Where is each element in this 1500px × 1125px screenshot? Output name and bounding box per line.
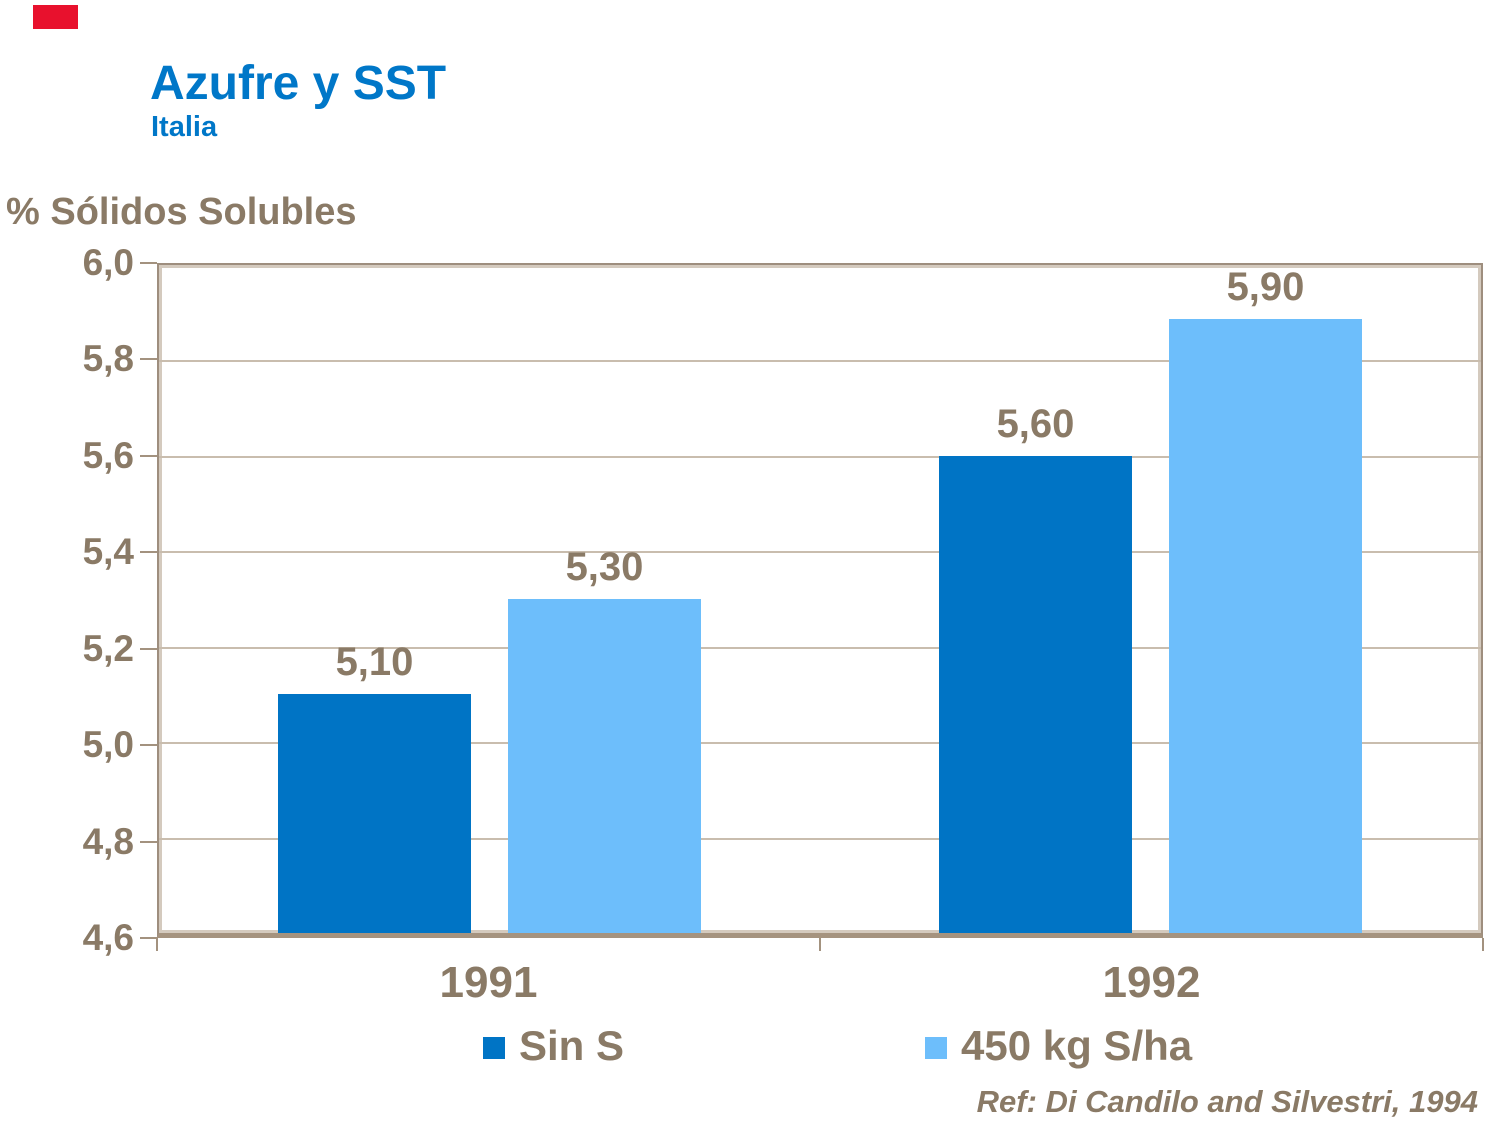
bar-group-1991: 5,10 5,30 [159, 265, 820, 933]
legend-label: 450 kg S/ha [961, 1022, 1193, 1069]
x-tick-mark [1482, 938, 1484, 951]
gridline [159, 837, 1481, 840]
x-category-label: 1991 [439, 958, 538, 1007]
legend-item: Sin S [483, 1022, 624, 1070]
x-tick-mark [156, 938, 158, 951]
y-tick-label: 5,8 [82, 338, 134, 380]
x-category-label: 1992 [1102, 958, 1201, 1007]
legend-label: Sin S [519, 1022, 625, 1069]
y-tick-label: 5,2 [82, 627, 134, 669]
y-tick-label: 4,6 [82, 917, 134, 958]
chart-subtitle: Italia [151, 111, 218, 143]
y-tick-mark [140, 551, 157, 554]
red-corner-mark [33, 5, 78, 29]
y-tick-mark [140, 454, 157, 457]
x-tick-mark [819, 938, 821, 951]
y-tick-label: 5,6 [82, 434, 134, 476]
gridline [159, 551, 1481, 554]
y-tick-label: 4,8 [82, 820, 134, 862]
bar-450-kg-s-ha-1991 [508, 599, 701, 933]
y-tick-mark [140, 358, 157, 361]
y-axis-title: % Sólidos Solubles [6, 191, 357, 233]
y-tick-mark [140, 840, 157, 843]
bar-wrap: 5,60 [939, 265, 1132, 933]
bar-sin-s-1991 [278, 694, 471, 933]
y-tick-mark [140, 937, 157, 939]
legend-color-swatch [483, 1037, 505, 1059]
chart-title: Azufre y SST [150, 57, 447, 110]
y-tick-label: 5,4 [82, 531, 134, 573]
y-tick-mark [140, 744, 157, 747]
bar-wrap: 5,10 [278, 265, 471, 933]
plot-area: 5,10 5,30 5,60 5,90 [157, 263, 1483, 938]
bar-450-kg-s-ha-1992 [1169, 319, 1362, 933]
bar-value-label: 5,30 [565, 545, 644, 589]
reference-text: Ref: Di Candilo and Silvestri, 1994 [976, 1084, 1478, 1119]
bar-value-label: 5,10 [335, 640, 414, 685]
bar-group-1992: 5,60 5,90 [820, 265, 1481, 933]
gridline [159, 360, 1481, 363]
gridline [159, 646, 1481, 649]
gridline [159, 455, 1481, 458]
gridline [159, 742, 1481, 745]
y-tick-mark [140, 262, 157, 264]
y-tick-mark [140, 647, 157, 650]
bar-sin-s-1992 [939, 455, 1132, 933]
bar-value-label: 5,90 [1226, 265, 1305, 309]
legend-color-swatch [925, 1037, 947, 1059]
y-tick-label: 6,0 [82, 242, 134, 283]
y-tick-label: 5,0 [82, 724, 134, 766]
legend-item: 450 kg S/ha [925, 1022, 1192, 1070]
bar-wrap: 5,30 [508, 265, 701, 933]
bar-wrap: 5,90 [1169, 265, 1362, 933]
bar-value-label: 5,60 [996, 401, 1075, 446]
